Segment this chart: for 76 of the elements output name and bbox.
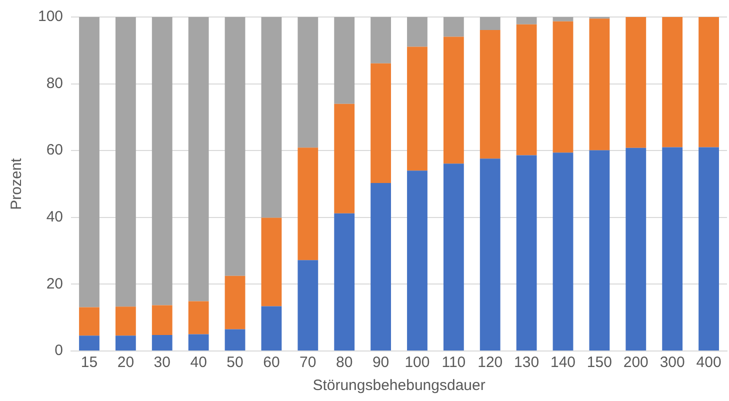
bar [662,147,683,350]
bar [298,148,318,260]
x-tick-label: 15 [80,354,98,372]
x-axis-title: Störungsbehebungsdauer [312,377,486,394]
bar [662,17,683,148]
bar [698,147,719,350]
bar [552,21,574,153]
x-tick-label: 20 [117,354,134,372]
bar [480,158,500,350]
bar [188,17,209,302]
bar [407,17,428,47]
bar [152,17,172,306]
x-tick-label: 130 [514,354,540,372]
bar [480,17,500,30]
bar [79,307,100,336]
bar [334,104,355,214]
bar [115,306,136,336]
bar [334,213,355,350]
bar [407,46,428,171]
bar [261,218,282,306]
x-tick-label: 70 [300,354,316,372]
bar [261,17,282,218]
bar [626,148,646,350]
x-tick-label: 400 [696,354,722,372]
x-tick-label: 90 [372,354,390,372]
x-tick-label: 30 [154,354,170,372]
x-tick-label: 80 [336,354,353,372]
x-tick-label: 100 [404,354,430,372]
x-tick-label: 150 [586,354,612,372]
bar [188,334,209,350]
y-tick-label: 40 [46,208,64,226]
x-tick-label: 300 [660,354,685,372]
x-tick-label: 200 [623,354,648,372]
bar [589,150,610,350]
bar [370,183,391,350]
x-tick-label: 60 [263,354,280,372]
bar [443,17,464,37]
bar [224,276,246,330]
bar [152,334,172,350]
bar [188,301,209,334]
x-tick-label: 40 [190,354,207,372]
y-tick-label: 100 [38,8,64,26]
y-tick-label: 20 [46,275,64,292]
bar [407,170,428,350]
bar [552,152,574,350]
bar [443,36,464,164]
bar [589,18,610,150]
bar [334,17,355,104]
bar [79,336,100,350]
bar [261,306,282,350]
y-tick-label: 0 [54,342,64,360]
bar [480,30,500,159]
bar [370,63,391,183]
bar [115,17,136,307]
bar [370,17,391,64]
bar [115,336,136,350]
bar [516,155,537,350]
y-tick-label: 60 [46,142,64,159]
bar [443,164,464,350]
y-tick-label: 80 [46,74,64,92]
bar [79,17,100,308]
bar [516,17,537,24]
bar [224,17,246,276]
bar [298,17,318,148]
x-tick-label: 50 [226,354,244,372]
bar [152,305,172,335]
bar [224,329,246,350]
bar [552,17,574,22]
y-axis-title: Prozent [8,157,26,210]
x-tick-label: 120 [478,354,503,372]
x-tick-label: 110 [442,354,466,372]
bar [626,17,646,148]
bar [516,24,537,156]
bar [698,17,719,148]
bar [298,260,318,350]
x-tick-label: 140 [550,354,576,372]
